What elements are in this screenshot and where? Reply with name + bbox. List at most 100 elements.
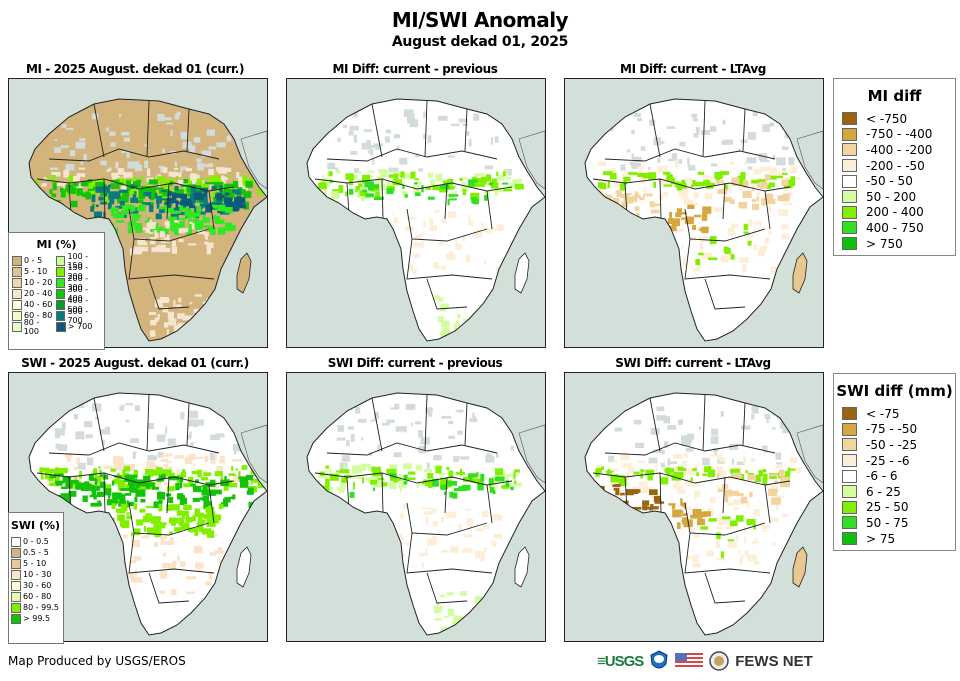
data-cell <box>612 177 619 183</box>
data-cell <box>57 444 68 451</box>
data-cell <box>95 416 99 420</box>
data-cell <box>722 516 731 520</box>
data-cell <box>204 202 214 206</box>
data-cell <box>735 535 739 542</box>
data-cell <box>788 468 796 471</box>
data-cell <box>675 480 680 488</box>
data-cell <box>179 207 189 211</box>
data-cell <box>421 562 424 568</box>
data-cell <box>494 468 504 476</box>
data-cell <box>692 118 698 122</box>
data-cell <box>663 416 670 424</box>
swi-legend-swatch <box>11 547 21 558</box>
data-cell <box>513 472 516 480</box>
data-cell <box>156 195 162 204</box>
mi-diff-legend-item: -200 - -50 <box>834 158 955 174</box>
country-border <box>722 476 726 514</box>
country-border <box>186 108 190 152</box>
data-cell <box>127 221 135 227</box>
data-cell <box>179 561 186 568</box>
data-cell <box>427 473 434 479</box>
data-cell <box>463 330 467 334</box>
data-cell <box>78 167 85 170</box>
data-cell <box>423 111 426 119</box>
map-mi-diff-previous <box>286 78 546 348</box>
data-cell <box>224 167 232 172</box>
data-cell <box>611 207 621 216</box>
mi-diff-legend-item: < -750 <box>834 111 955 127</box>
data-cell <box>481 304 491 311</box>
data-cell <box>439 606 443 610</box>
data-cell <box>366 140 371 145</box>
data-cell <box>448 421 454 425</box>
country-border <box>148 278 190 310</box>
country-border <box>659 178 662 220</box>
data-cell <box>410 422 413 427</box>
data-cell <box>401 191 408 196</box>
data-cell <box>600 182 607 190</box>
data-cell <box>166 122 173 125</box>
mi-diff-legend-item: 200 - 400 <box>834 205 955 221</box>
data-cell <box>228 473 236 476</box>
data-cell <box>745 470 748 474</box>
data-cell <box>676 489 686 494</box>
swi-diff-legend-item: -6 - 6 <box>834 468 955 484</box>
data-cell <box>165 466 173 470</box>
swi-diff-legend-swatch <box>842 454 857 468</box>
data-cell <box>134 569 137 577</box>
data-cell <box>775 489 778 493</box>
data-cell <box>462 234 466 242</box>
data-cell <box>204 163 208 168</box>
data-cell <box>400 512 404 520</box>
data-cell <box>127 501 135 506</box>
data-cell <box>149 219 152 224</box>
data-cell <box>455 240 458 248</box>
data-cell <box>404 226 414 232</box>
mi-diff-legend-label: < -750 <box>866 111 908 126</box>
data-cell <box>785 179 796 187</box>
data-cell <box>782 407 792 414</box>
data-cell <box>778 469 785 477</box>
mi-legend-label: 400 - 500 <box>67 295 89 314</box>
data-cell <box>50 175 56 180</box>
data-cell <box>434 209 441 213</box>
data-cell <box>701 227 706 231</box>
data-cell <box>220 207 227 211</box>
mi-legend-item: 80 - 100 <box>12 318 56 336</box>
data-cell <box>496 171 499 176</box>
data-cell <box>612 497 615 502</box>
data-cell <box>402 185 405 189</box>
data-cell <box>147 222 157 225</box>
data-cell <box>708 470 714 478</box>
data-cell <box>678 159 683 164</box>
data-cell <box>72 182 79 187</box>
data-cell <box>491 540 497 547</box>
data-cell <box>328 468 332 476</box>
map-swi-current <box>8 372 268 642</box>
data-cell <box>676 208 682 215</box>
data-cell <box>136 206 146 211</box>
data-cell <box>176 469 180 475</box>
data-cell <box>688 520 691 526</box>
data-cell <box>169 192 176 195</box>
data-cell <box>390 267 399 274</box>
data-cell <box>88 480 99 486</box>
data-cell <box>157 114 165 121</box>
data-cell <box>54 475 60 482</box>
data-cell <box>451 621 458 627</box>
data-cell <box>676 213 680 216</box>
country-border <box>326 148 498 162</box>
data-cell <box>648 167 651 171</box>
data-cell <box>193 485 202 493</box>
data-cell <box>434 618 443 621</box>
data-cell <box>224 192 230 196</box>
mi-legend-item: 150 - 200 <box>55 263 104 281</box>
data-cell <box>117 483 126 491</box>
data-cell <box>46 477 51 486</box>
data-cell <box>448 194 459 197</box>
data-cell <box>117 518 125 521</box>
swi-diff-legend-item: -25 - -6 <box>834 453 955 469</box>
data-cell <box>782 172 788 175</box>
data-cell <box>198 327 204 330</box>
data-cell <box>98 196 104 201</box>
